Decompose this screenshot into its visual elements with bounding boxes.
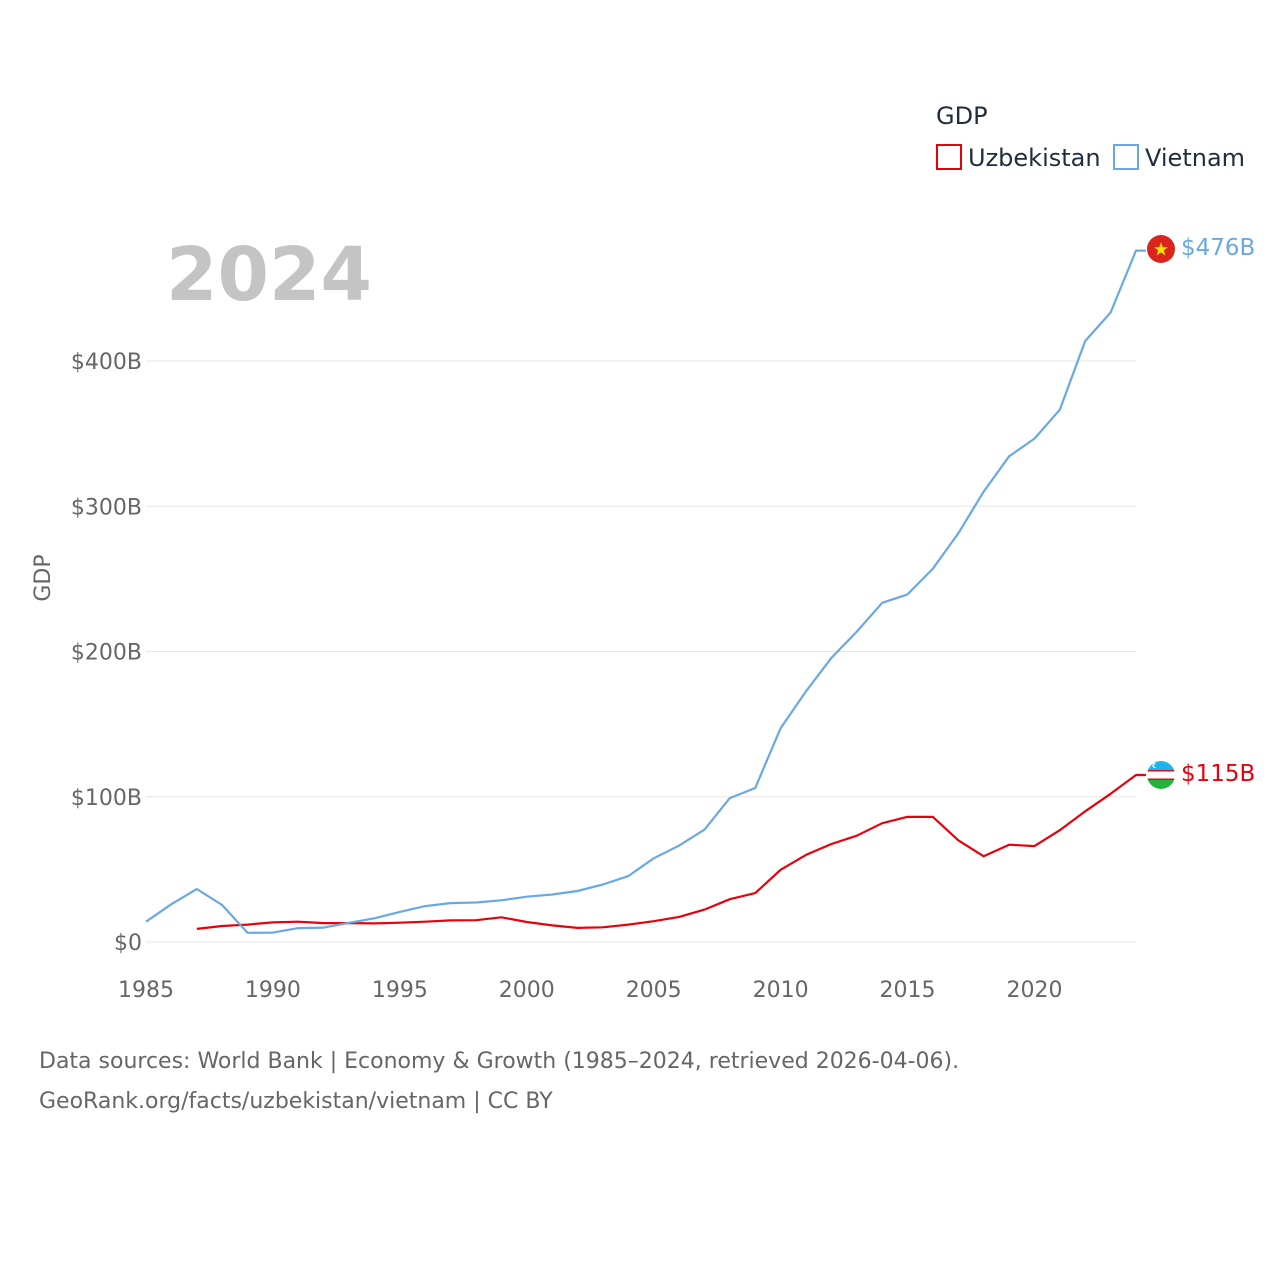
x-tick-label: 2010 <box>753 978 809 1003</box>
legend-item-vietnam[interactable]: Vietnam <box>1113 144 1245 172</box>
y-tick-label: $200B <box>71 641 142 666</box>
y-axis-title: GDP <box>31 554 56 601</box>
vietnam-flag-icon <box>1147 235 1175 263</box>
y-tick-label: $400B <box>71 350 142 375</box>
y-tick-label: $300B <box>71 495 142 520</box>
end-label-uzbekistan: $115B <box>1181 761 1255 787</box>
x-tick-label: 2005 <box>626 978 682 1003</box>
y-axis: $0 $100B $200B $300B $400B <box>71 350 142 956</box>
x-axis: 1985 1990 1995 2000 2005 2010 2015 2020 <box>118 978 1062 1003</box>
x-tick-label: 2000 <box>499 978 555 1003</box>
legend-swatch-vietnam <box>1113 144 1139 170</box>
x-tick-label: 1990 <box>245 978 301 1003</box>
source-line-1: Data sources: World Bank | Economy & Gro… <box>39 1049 959 1074</box>
x-tick-label: 2020 <box>1006 978 1062 1003</box>
uzbekistan-flag-icon <box>1147 761 1175 789</box>
y-tick-label: $100B <box>71 786 142 811</box>
source-line-2[interactable]: GeoRank.org/facts/uzbekistan/vietnam | C… <box>39 1089 553 1114</box>
series-line-uzbekistan[interactable] <box>196 773 1146 930</box>
legend-label-vietnam: Vietnam <box>1145 144 1245 172</box>
year-label: 2024 <box>166 232 372 318</box>
legend-swatch-uzbekistan <box>936 144 962 170</box>
end-label-vietnam: $476B <box>1181 235 1255 261</box>
series-line-vietnam[interactable] <box>145 249 1146 934</box>
legend-title: GDP <box>936 102 988 130</box>
series-lines <box>145 249 1146 934</box>
y-tick-label: $0 <box>114 931 142 956</box>
x-tick-label: 1985 <box>118 978 174 1003</box>
x-tick-label: 2015 <box>880 978 936 1003</box>
legend-label-uzbekistan: Uzbekistan <box>968 144 1101 172</box>
x-tick-label: 1995 <box>372 978 428 1003</box>
legend-item-uzbekistan[interactable]: Uzbekistan <box>936 144 1101 172</box>
gridlines <box>146 360 1136 943</box>
